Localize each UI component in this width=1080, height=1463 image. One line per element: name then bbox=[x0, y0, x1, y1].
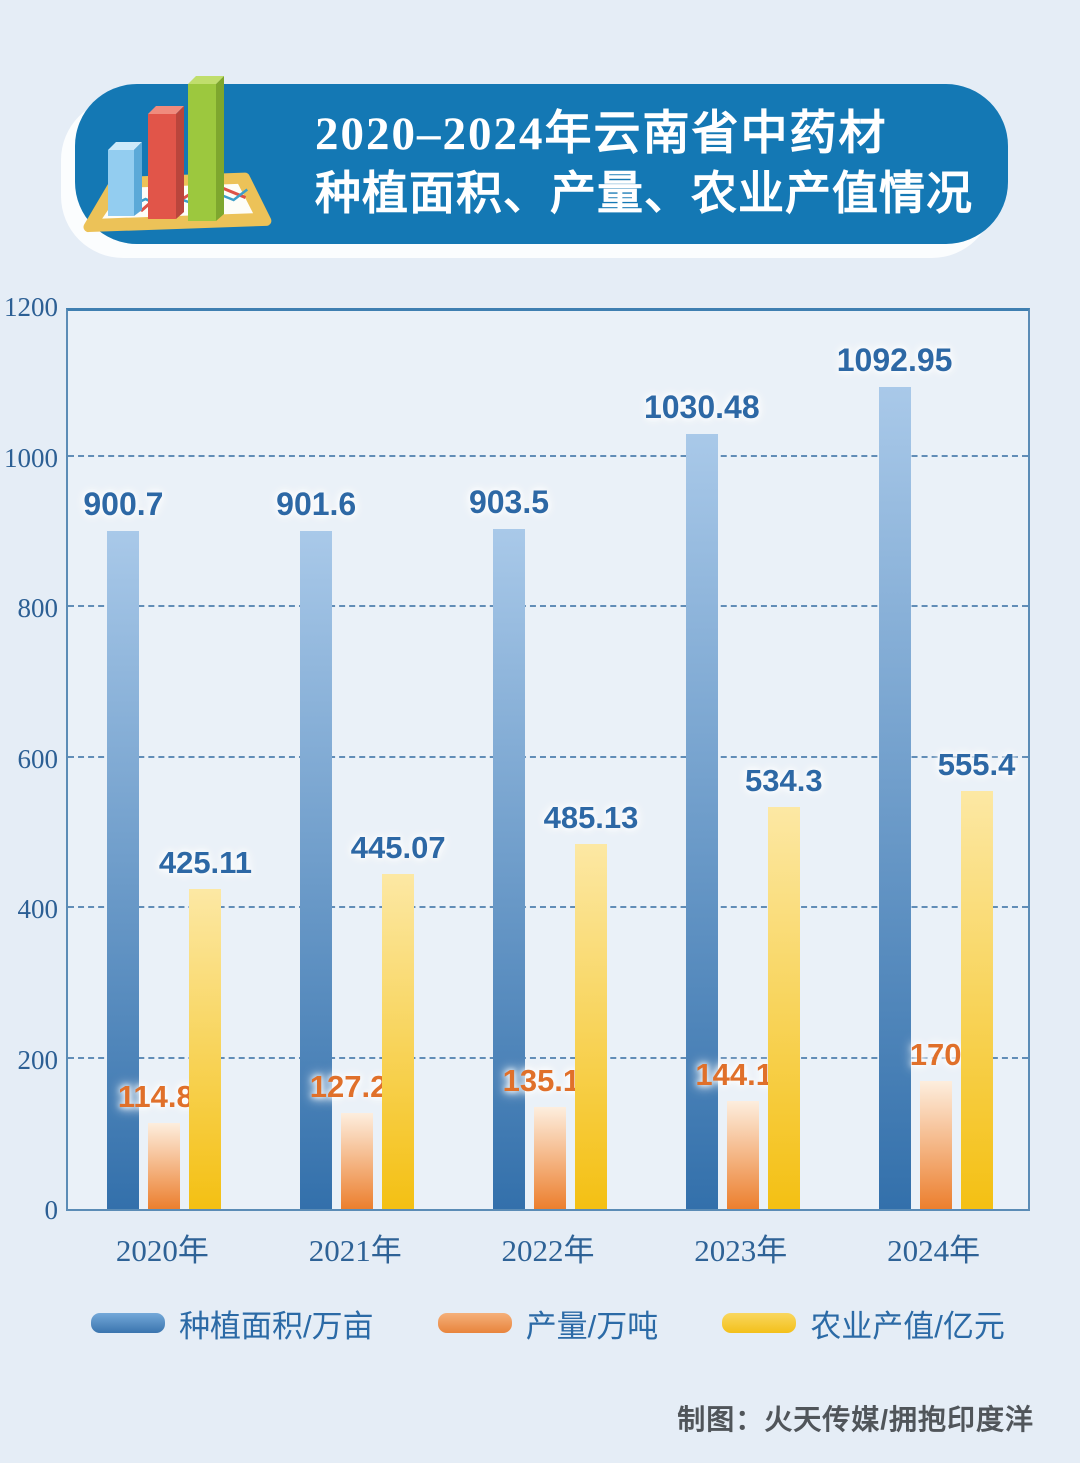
bar-农业产值/亿元-2023年 bbox=[767, 806, 800, 1209]
bar-种植面积/万亩-2021年 bbox=[300, 530, 333, 1209]
x-tick-label-2024年: 2024年 bbox=[887, 1233, 981, 1268]
legend-label: 农业产值/亿元 bbox=[810, 1308, 1005, 1344]
bar-chart-tablet-icon bbox=[76, 62, 276, 247]
gridline-1000 bbox=[68, 454, 1028, 457]
bar-农业产值/亿元-2022年 bbox=[575, 843, 607, 1209]
legend-label: 产量/万吨 bbox=[525, 1308, 659, 1344]
bar-value-label-农业产值/亿元-2020年: 425.11 bbox=[158, 845, 252, 881]
bar-value-label-种植面积/万亩-2021年: 901.6 bbox=[276, 485, 357, 522]
bar-产量/万吨-2023年 bbox=[726, 1100, 759, 1209]
bar-value-label-种植面积/万亩-2023年: 1030.48 bbox=[643, 388, 760, 425]
page-title: 2020–2024年云南省中药材 种植面积、产量、农业产值情况 bbox=[315, 94, 995, 234]
x-tick-label-2022年: 2022年 bbox=[501, 1233, 595, 1268]
x-tick-label-2020年: 2020年 bbox=[115, 1233, 209, 1268]
y-tick-label-0: 0 bbox=[44, 1195, 59, 1225]
bar-value-label-农业产值/亿元-2021年: 445.07 bbox=[350, 830, 446, 866]
bar-value-label-产量/万吨-2024年: 170 bbox=[909, 1037, 962, 1073]
y-tick-label-200: 200 bbox=[17, 1044, 59, 1075]
x-tick-label-2021年: 2021年 bbox=[308, 1233, 402, 1268]
y-tick-label-1200: 1200 bbox=[4, 292, 58, 322]
bar-农业产值/亿元-2021年 bbox=[382, 874, 415, 1209]
title-line-1: 2020–2024年云南省中药材 bbox=[315, 107, 888, 160]
y-tick-label-400: 400 bbox=[17, 894, 59, 924]
bar-产量/万吨-2024年 bbox=[919, 1081, 952, 1209]
y-tick-label-800: 800 bbox=[17, 593, 59, 623]
legend-item-产量/万吨: 产量/万吨 bbox=[437, 1301, 659, 1346]
legend-swatch-icon bbox=[437, 1313, 512, 1333]
credit-text: 制图：火天传媒/拥抱印度洋 bbox=[677, 1404, 1034, 1435]
bar-产量/万吨-2020年 bbox=[148, 1122, 181, 1209]
bar-value-label-农业产值/亿元-2024年: 555.4 bbox=[937, 747, 1016, 783]
gridline-600 bbox=[68, 755, 1028, 758]
legend-swatch-icon bbox=[722, 1313, 797, 1333]
chart-plot-area: 900.7 114.83 425.11 901.6 127.25 445.07 903.5 1… bbox=[66, 308, 1030, 1211]
y-tick-label-600: 600 bbox=[17, 743, 59, 774]
legend-swatch-icon bbox=[91, 1313, 166, 1333]
bar-种植面积/万亩-2024年 bbox=[878, 386, 911, 1209]
bar-value-label-农业产值/亿元-2022年: 485.13 bbox=[543, 799, 639, 835]
gridline-800 bbox=[68, 605, 1028, 607]
bar-种植面积/万亩-2022年 bbox=[493, 529, 525, 1209]
legend-item-种植面积/万亩: 种植面积/万亩 bbox=[91, 1301, 374, 1346]
gridline-200 bbox=[68, 1056, 1028, 1059]
bar-value-label-种植面积/万亩-2024年: 1092.95 bbox=[836, 341, 953, 378]
bar-value-label-种植面积/万亩-2020年: 900.7 bbox=[83, 486, 164, 523]
bar-种植面积/万亩-2020年 bbox=[107, 531, 140, 1209]
legend-label: 种植面积/万亩 bbox=[179, 1308, 374, 1344]
bar-产量/万吨-2022年 bbox=[534, 1107, 566, 1209]
y-tick-label-1000: 1000 bbox=[4, 442, 58, 473]
x-tick-label-2023年: 2023年 bbox=[694, 1233, 788, 1268]
bar-value-label-农业产值/亿元-2023年: 534.3 bbox=[745, 762, 823, 798]
bar-农业产值/亿元-2024年 bbox=[960, 791, 993, 1209]
bar-农业产值/亿元-2020年 bbox=[189, 889, 222, 1209]
bar-产量/万吨-2021年 bbox=[341, 1113, 374, 1209]
legend-item-农业产值/亿元: 农业产值/亿元 bbox=[722, 1301, 1005, 1346]
bar-种植面积/万亩-2023年 bbox=[685, 433, 718, 1209]
chart-legend: 种植面积/万亩 产量/万吨 农业产值/亿元 bbox=[66, 1300, 1030, 1346]
title-line-2: 种植面积、产量、农业产值情况 bbox=[315, 167, 973, 219]
gridline-400 bbox=[68, 906, 1028, 908]
bar-value-label-种植面积/万亩-2022年: 903.5 bbox=[468, 484, 550, 521]
